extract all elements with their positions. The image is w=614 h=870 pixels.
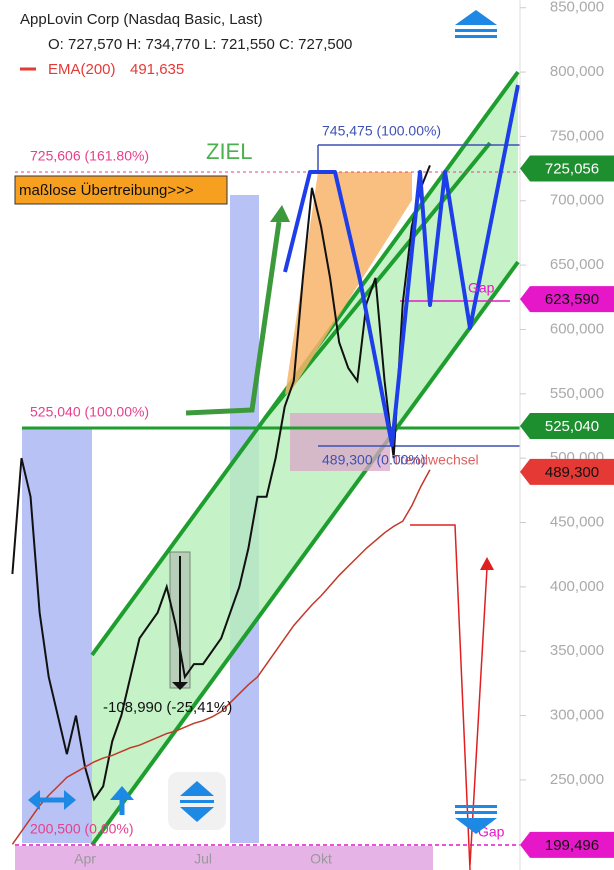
- price-tag-label: 489,300: [545, 464, 599, 481]
- y-tick-label: 850,000: [550, 0, 604, 16]
- y-tick-label: 300,000: [550, 707, 604, 724]
- y-tick-label: 400,000: [550, 578, 604, 595]
- y-tick-label: 550,000: [550, 385, 604, 402]
- header-ohlc: O: 727,570 H: 734,770 L: 721,550 C: 727,…: [48, 36, 352, 53]
- price-tag: [520, 458, 614, 485]
- y-tick-label: 750,000: [550, 127, 604, 144]
- price-tag-label: 725,056: [545, 160, 599, 177]
- measure-arrow: [172, 682, 188, 690]
- gap-band: [15, 846, 433, 870]
- zoom-button[interactable]: [168, 772, 226, 830]
- y-tick-label: 650,000: [550, 256, 604, 273]
- gap-label: Gap: [478, 824, 505, 840]
- price-tag: [520, 831, 614, 858]
- y-tick-label: 250,000: [550, 771, 604, 788]
- price-tag: [520, 412, 614, 439]
- forecast-path: [283, 84, 520, 447]
- price-tag-label: 199,496: [545, 837, 599, 854]
- x-tick-label: Jul: [194, 851, 212, 867]
- trend-label: Trendwechsel: [392, 452, 479, 468]
- series-line: [11, 165, 431, 802]
- y-tick-label: 450,000: [550, 513, 604, 530]
- y-tick-label: 350,000: [550, 642, 604, 659]
- up-button[interactable]: [110, 786, 134, 815]
- gap-label: Gap: [468, 280, 495, 296]
- plot-area: [11, 165, 431, 845]
- red-arrow: [410, 524, 471, 870]
- exaggeration-box: [14, 175, 228, 205]
- ema-name: EMA(200): [48, 61, 116, 78]
- fib-label: 489,300 (0.00%): [322, 452, 426, 468]
- x-tick-label: Okt: [310, 851, 332, 867]
- price-tag-label: 623,590: [545, 291, 599, 308]
- price-tag: [520, 286, 614, 313]
- ema-value: 491,635: [130, 61, 184, 78]
- header-title: AppLovin Corp (Nasdaq Basic, Last): [20, 11, 263, 28]
- up-arrow: [185, 221, 282, 416]
- exaggeration-zone: [285, 172, 412, 395]
- red-arrow: [469, 567, 488, 866]
- scroll-down-button[interactable]: [455, 805, 497, 834]
- target-label: ZIEL: [206, 139, 252, 164]
- pan-button[interactable]: [28, 790, 76, 810]
- y-tick-label: 600,000: [550, 320, 604, 337]
- price-tag-label: 525,040: [545, 418, 599, 435]
- gap-box: [290, 413, 390, 471]
- red-arrow: [480, 557, 494, 570]
- up-arrow: [270, 205, 290, 222]
- drop-label: -108,990 (-25,41%): [103, 699, 232, 716]
- series-line: [11, 469, 431, 845]
- fib-label: 725,606 (161.80%): [30, 148, 149, 164]
- highlight-band: [22, 428, 92, 843]
- fib-label: 525,040 (100.00%): [30, 404, 149, 420]
- fib-label: 200,500 (0.00%): [30, 821, 134, 837]
- price-tag: [520, 155, 614, 182]
- fib-label: 745,475 (100.00%): [322, 123, 441, 139]
- scroll-up-button[interactable]: [455, 10, 497, 38]
- y-tick-label: 700,000: [550, 192, 604, 209]
- exaggeration-label: maßlose Übertreibung>>>: [19, 181, 194, 199]
- x-tick-label: Apr: [74, 851, 96, 867]
- channel-lower: [90, 260, 520, 847]
- y-tick-label: 800,000: [550, 63, 604, 80]
